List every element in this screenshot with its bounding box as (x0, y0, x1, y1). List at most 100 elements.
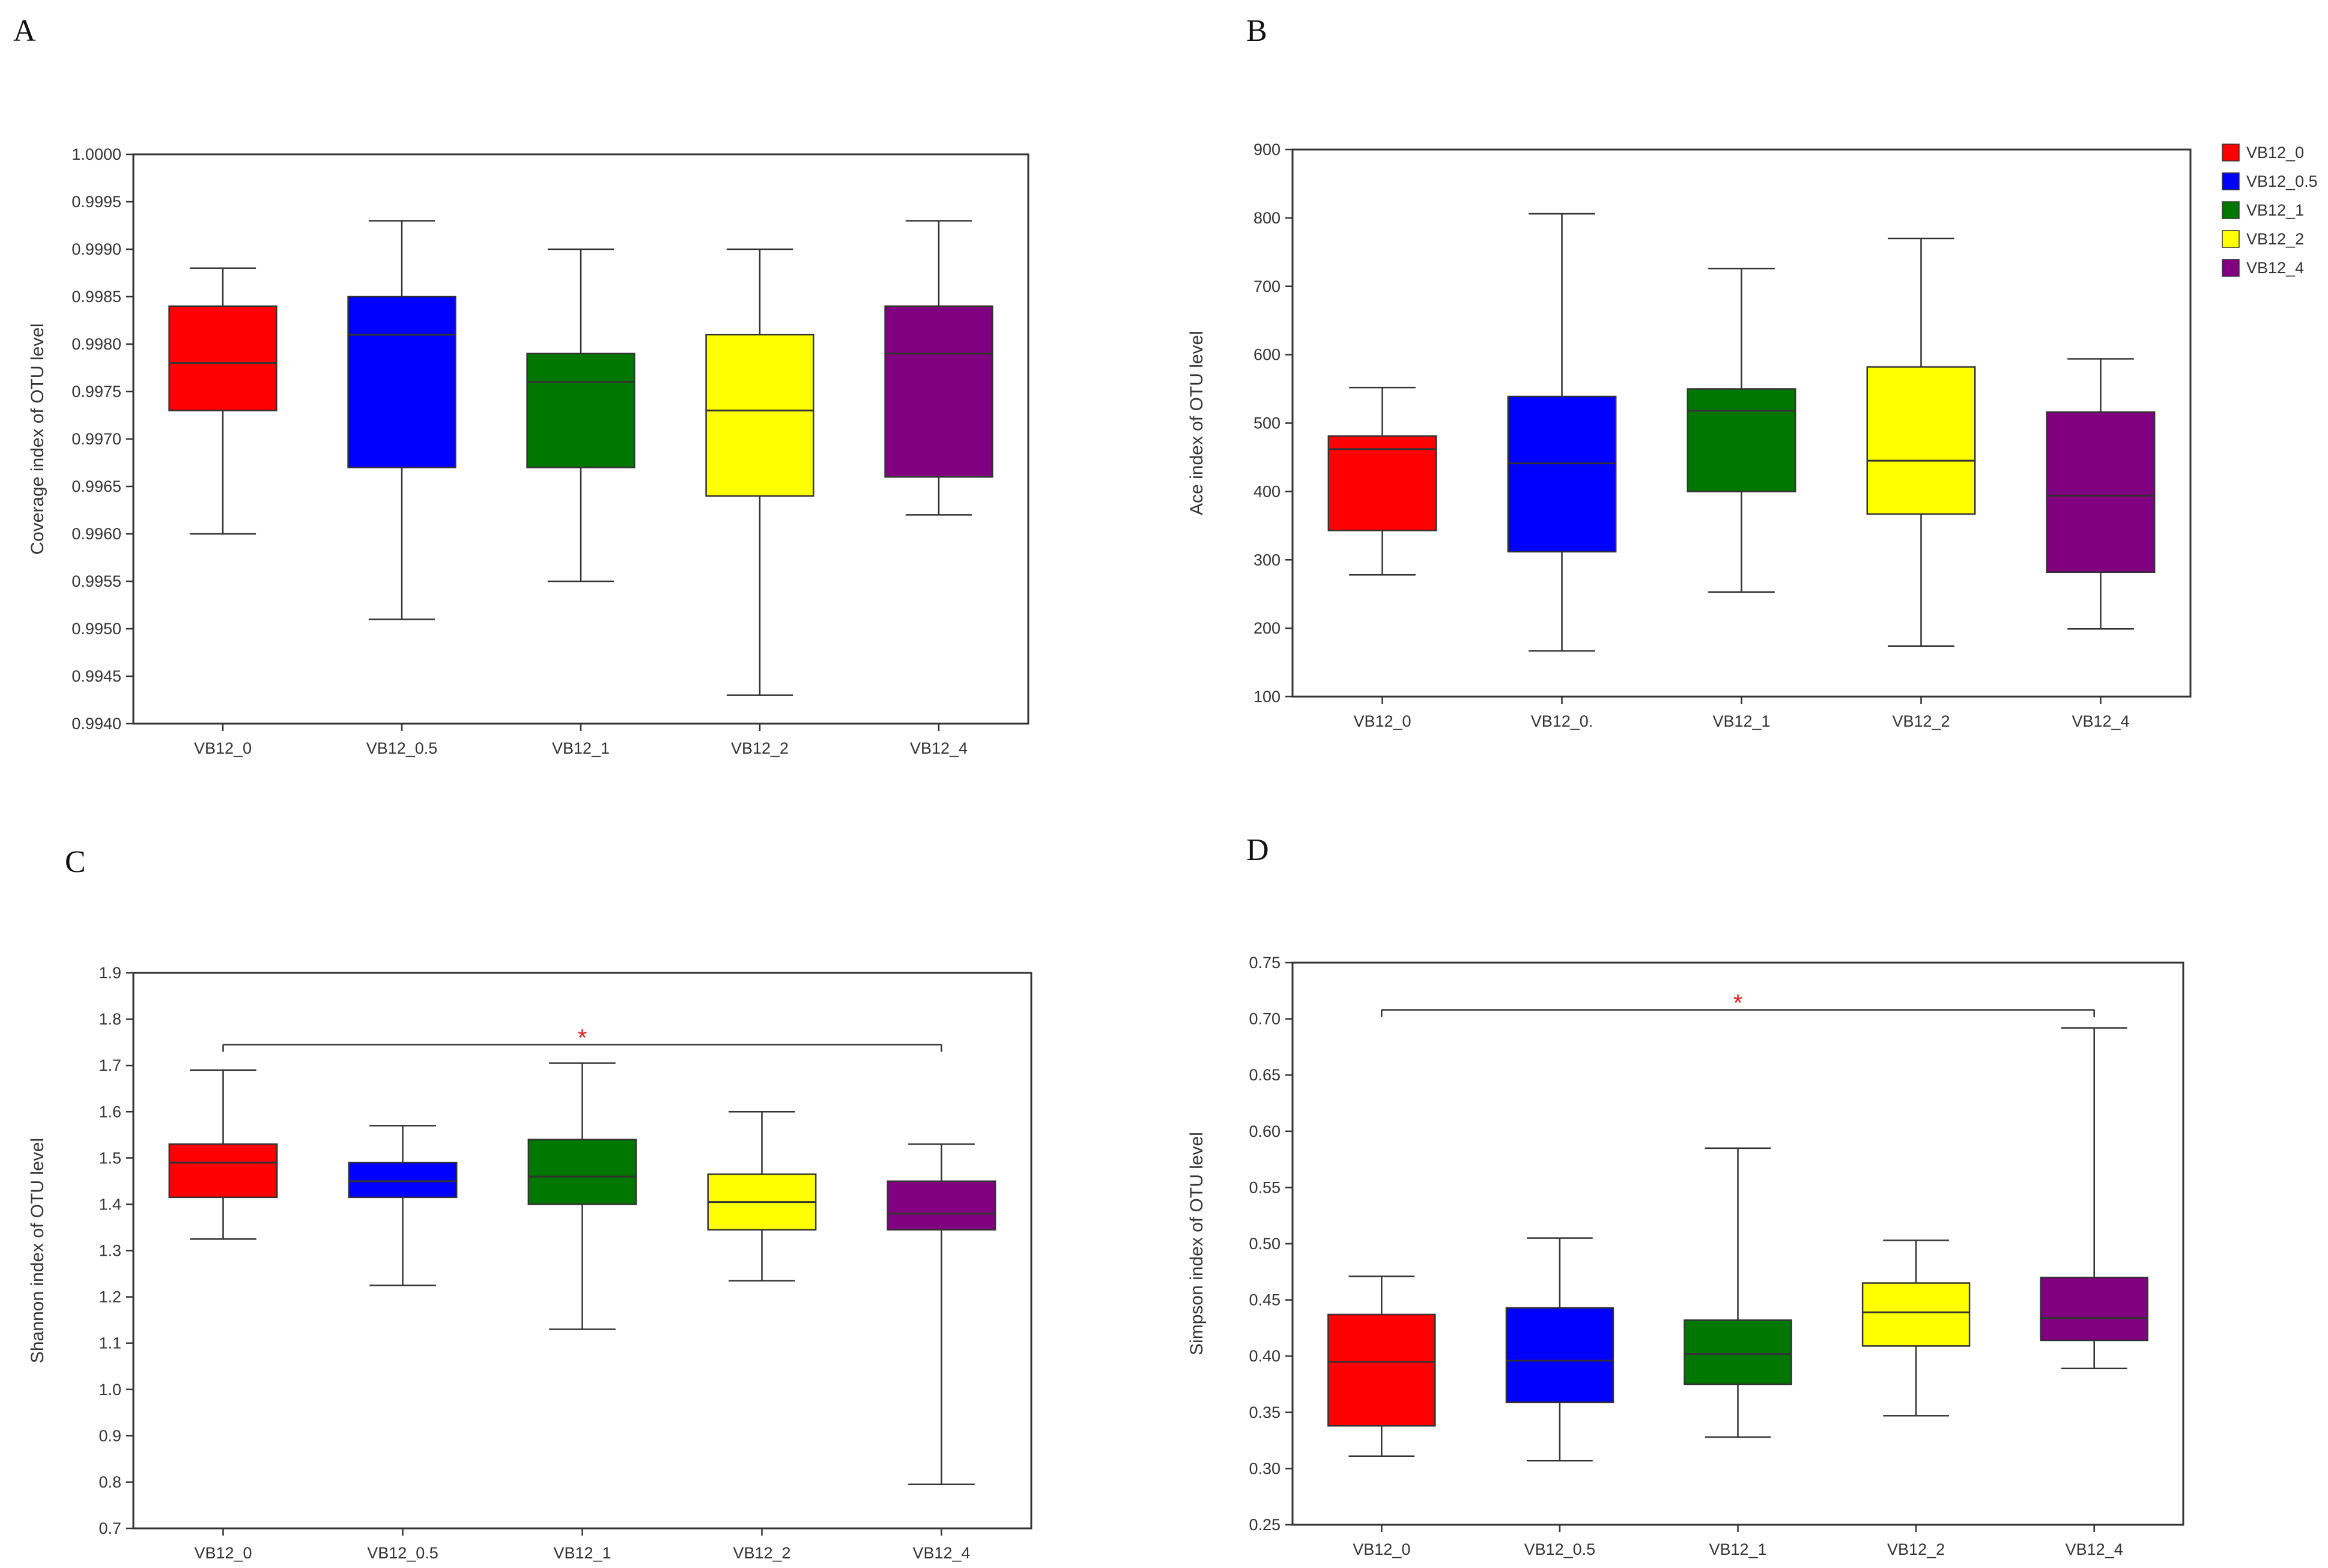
legend-label: VB12_0.5 (2246, 172, 2318, 190)
panel-c: C 0.7 0.8 0.9 1.0 1.1 1.2 1.3 1.4 1.5 1.6 1.7 1.8 1.9… (28, 845, 1032, 1562)
y-tick-label: 1.9 (99, 964, 121, 982)
y-tick-label: 1.8 (99, 1010, 121, 1028)
legend-swatch (2222, 201, 2240, 219)
y-tick-label: 0.9 (99, 1427, 121, 1445)
y-tick-label: 0.9975 (71, 383, 121, 401)
box-VB12_1 (1684, 1147, 1792, 1438)
y-tick-label: 800 (1253, 209, 1281, 227)
y-tick-label: 300 (1253, 551, 1281, 569)
box-iqr (705, 333, 814, 497)
x-tick-label: VB12_0 (194, 1544, 252, 1562)
y-tick-label: 0.9955 (71, 572, 121, 590)
y-tick-label: 0.30 (1249, 1459, 1281, 1477)
y-axis-title: Ace index of OTU level (1187, 331, 1207, 515)
y-tick-label: 400 (1253, 482, 1281, 500)
box-iqr (1327, 1313, 1436, 1427)
box-VB12_4 (884, 220, 993, 516)
x-tick-label: VB12_0.5 (367, 1544, 438, 1562)
box-VB12_1 (526, 248, 635, 583)
legend: VB12_0 VB12_0.5 VB12_1 VB12_2 VB12_4 (2222, 144, 2318, 277)
box-VB12_0.5 (1505, 1237, 1614, 1462)
x-tick-label: VB12_0 (1353, 1540, 1410, 1558)
x-tick-label: VB12_0.5 (366, 739, 438, 757)
y-tick-label: 600 (1253, 346, 1281, 364)
x-tick-label: VB12_4 (910, 739, 968, 757)
y-tick-label: 0.9995 (71, 193, 121, 211)
x-tick-label: VB12_4 (2066, 1540, 2123, 1558)
box-iqr (168, 305, 277, 411)
box-VB12_0 (1327, 1276, 1436, 1458)
legend-swatch (2222, 259, 2240, 277)
y-tick-label: 1.1 (99, 1334, 121, 1352)
x-tick-label: VB12_0. (1531, 712, 1593, 730)
y-tick-label: 0.75 (1249, 954, 1281, 972)
y-axis-title: Simpson index of OTU level (1187, 1132, 1207, 1355)
legend-swatch (2222, 172, 2240, 190)
box-iqr (168, 1143, 278, 1199)
significance-star: * (578, 1025, 587, 1051)
box-iqr (527, 1139, 637, 1205)
y-tick-label: 1.4 (99, 1195, 121, 1213)
box-iqr (347, 295, 456, 468)
box-iqr (1861, 1282, 1971, 1347)
box-iqr (887, 1180, 996, 1231)
box-VB12_4 (2046, 358, 2156, 630)
legend-swatch (2222, 144, 2240, 162)
legend-swatch (2222, 230, 2240, 248)
y-tick-label: 1.5 (99, 1149, 121, 1167)
y-tick-label: 0.65 (1249, 1066, 1281, 1084)
y-tick-label: 0.70 (1249, 1010, 1281, 1028)
x-tick-label: VB12_2 (731, 739, 789, 757)
y-axis-title: Coverage index of OTU level (28, 323, 47, 554)
y-tick-label: 700 (1253, 277, 1281, 295)
y-axis-title: Shannon index of OTU level (28, 1138, 47, 1363)
x-tick-label: VB12_0 (1353, 712, 1411, 730)
y-tick-label: 0.55 (1249, 1178, 1281, 1196)
y-tick-label: 0.40 (1249, 1347, 1281, 1365)
box-iqr (1684, 1319, 1792, 1385)
y-tick-label: 200 (1253, 619, 1281, 637)
y-tick-label: 0.60 (1249, 1122, 1281, 1140)
y-tick-label: 0.7 (99, 1519, 121, 1537)
legend-label: VB12_1 (2246, 201, 2304, 219)
box-VB12_0.5 (347, 220, 456, 620)
y-tick-label: 0.9985 (71, 288, 121, 306)
y-tick-label: 0.9960 (71, 525, 121, 543)
panel-letter: D (1246, 833, 1269, 867)
panel-letter: A (13, 14, 36, 48)
y-tick-label: 0.9980 (71, 335, 121, 353)
y-tick-label: 1.2 (99, 1288, 121, 1306)
significance-star: * (1733, 990, 1743, 1017)
y-tick-label: 0.25 (1249, 1516, 1281, 1534)
box-iqr (2046, 411, 2156, 573)
box-iqr (884, 305, 993, 478)
box-VB12_2 (1861, 1240, 1971, 1417)
x-tick-label: VB12_2 (733, 1544, 790, 1562)
y-tick-label: 0.9970 (71, 430, 121, 448)
panel-d: D 0.25 0.30 0.35 0.40 0.45 0.50 0.55 0.60 0.65 0.7… (1187, 833, 2184, 1558)
panel-letter: C (65, 845, 86, 879)
box-VB12_4 (887, 1143, 996, 1486)
x-tick-label: VB12_1 (1712, 712, 1770, 730)
y-tick-label: 1.0000 (71, 145, 121, 163)
box-VB12_0 (1327, 387, 1437, 576)
y-tick-label: 0.45 (1249, 1291, 1281, 1309)
box-VB12_4 (2040, 1027, 2148, 1370)
legend-label: VB12_2 (2246, 230, 2304, 248)
box-VB12_1 (1687, 267, 1796, 593)
y-tick-label: 100 (1253, 688, 1281, 706)
x-tick-label: VB12_4 (2072, 712, 2129, 730)
box-iqr (1687, 388, 1796, 492)
box-VB12_0. (1507, 213, 1617, 652)
box-iqr (1866, 366, 1976, 515)
x-tick-label: VB12_2 (1892, 712, 1950, 730)
box-VB12_0 (168, 267, 277, 535)
panel-a: A 0.9940 0.9945 0.9950 0.9955 0.9960 0.9965 0.9… (13, 14, 1029, 757)
panel-b: B 100 200 300 400 500 600 700 800 900 Ace index of… (1187, 14, 2192, 730)
y-tick-label: 0.50 (1249, 1235, 1281, 1253)
y-tick-label: 1.3 (99, 1242, 121, 1260)
y-tick-label: 500 (1253, 414, 1281, 432)
y-tick-label: 1.7 (99, 1056, 121, 1074)
box-VB12_0.5 (348, 1125, 458, 1286)
